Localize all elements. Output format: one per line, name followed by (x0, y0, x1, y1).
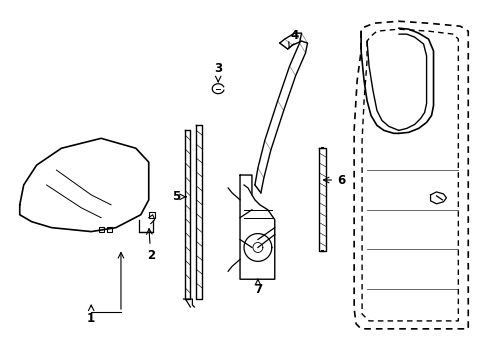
Bar (148, 212, 154, 218)
Bar (99, 227, 104, 231)
Bar (107, 227, 112, 231)
Text: 2: 2 (146, 229, 155, 262)
Text: 6: 6 (323, 174, 345, 186)
Text: 5: 5 (172, 190, 186, 203)
Text: 3: 3 (214, 62, 222, 82)
Text: 7: 7 (253, 279, 262, 296)
Text: 1: 1 (87, 305, 95, 325)
Text: 4: 4 (288, 29, 298, 48)
